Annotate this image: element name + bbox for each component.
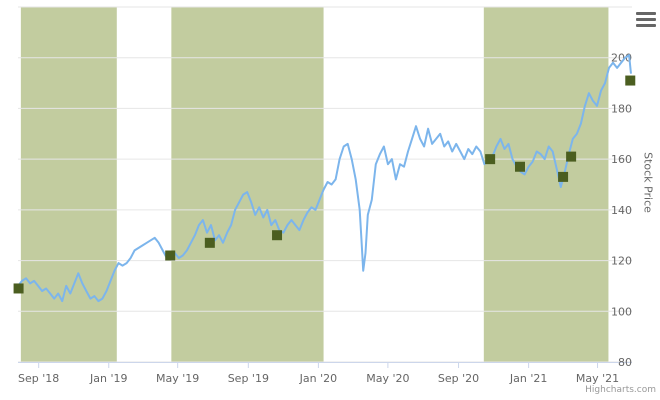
- x-tick-label-1: Sep '18: [18, 372, 59, 385]
- y-axis-title: Stock Price: [641, 152, 655, 213]
- trade-marker-4: [272, 230, 283, 241]
- trade-marker-8: [566, 151, 577, 162]
- trade-marker-7: [558, 171, 569, 182]
- trade-marker-3: [204, 237, 215, 248]
- x-tick-label-3: May '19: [156, 372, 199, 385]
- y-tick-label-160: 160: [611, 153, 632, 166]
- series-line-1: [17, 54, 632, 303]
- x-axis: Sep '18 Jan '19 May '19 Sep '19 Jan '20 May '…: [18, 362, 632, 385]
- hamburger-menu-icon[interactable]: [636, 10, 656, 30]
- y-tick-label-140: 140: [611, 204, 632, 217]
- bands-layer: [20, 7, 609, 362]
- plot-band-3: [483, 7, 609, 362]
- x-tick-label-7: Sep '20: [438, 372, 479, 385]
- y-axis: 80 100 120 140 160 180 200: [611, 52, 632, 369]
- trade-marker-6: [514, 161, 525, 172]
- trade-marker-9: [625, 75, 636, 86]
- series-layer: [17, 54, 632, 303]
- x-tick-label-4: Sep '19: [228, 372, 269, 385]
- plot-band-1: [20, 7, 117, 362]
- trade-marker-1: [13, 283, 24, 294]
- x-tick-label-5: Jan '20: [299, 372, 337, 385]
- credits-link[interactable]: Highcharts.com: [585, 385, 656, 395]
- marker-layer: [13, 75, 636, 294]
- trade-marker-2: [165, 250, 176, 261]
- y-tick-label-100: 100: [611, 305, 632, 318]
- y-tick-label-80: 80: [618, 356, 632, 369]
- x-tick-label-9: May '21: [576, 372, 619, 385]
- plot-band-2: [171, 7, 324, 362]
- x-tick-label-6: May '20: [366, 372, 409, 385]
- x-tick-label-8: Jan '21: [509, 372, 547, 385]
- y-tick-label-120: 120: [611, 255, 632, 268]
- x-tick-label-2: Jan '19: [89, 372, 127, 385]
- y-tick-label-180: 180: [611, 102, 632, 115]
- trade-marker-5: [485, 154, 496, 165]
- y-tick-label-200: 200: [611, 52, 632, 65]
- grid-layer: [18, 6, 632, 363]
